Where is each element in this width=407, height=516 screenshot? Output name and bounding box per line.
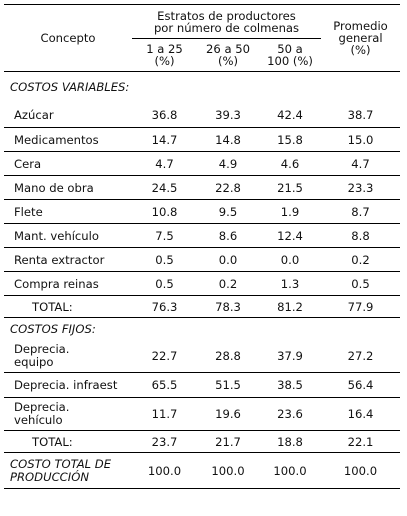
- row-value: 12.4: [259, 223, 322, 248]
- table-row-total-fijos: TOTAL: 23.7 21.7 18.8 22.1: [4, 430, 401, 453]
- row-value: 27.2: [321, 339, 401, 373]
- total-value: 76.3: [132, 295, 197, 318]
- section-costos-variables: COSTOS VARIABLES:: [10, 80, 130, 95]
- row-value: 4.9: [197, 151, 259, 176]
- row-value: 23.6: [259, 397, 322, 431]
- table-row: Azúcar 36.8 39.3 42.4 38.7: [4, 103, 401, 128]
- row-label: Deprecia. vehículo: [4, 397, 132, 431]
- row-value: 9.5: [197, 199, 259, 224]
- table-row-costo-total: COSTO TOTAL DE PRODUCCIÓN 100.0 100.0 10…: [4, 452, 401, 489]
- table-row: Deprecia. equipo 22.7 28.8 37.9 27.2: [4, 339, 401, 373]
- row-value: 11.7: [132, 397, 197, 431]
- row-label: Deprecia. infraest: [4, 372, 132, 398]
- row-label: Mano de obra: [4, 175, 132, 200]
- table-row: Mano de obra 24.5 22.8 21.5 23.3: [4, 175, 401, 200]
- row-label: Medicamentos: [4, 127, 132, 152]
- row-value: 56.4: [321, 372, 401, 398]
- total-value: 77.9: [321, 295, 401, 318]
- row-value: 7.5: [132, 223, 197, 248]
- row-value: 19.6: [197, 397, 259, 431]
- row-value: 0.2: [321, 247, 401, 272]
- cost-table: Concepto Estratos de productores por núm…: [4, 4, 401, 489]
- costo-total-value: 100.0: [259, 452, 322, 489]
- row-value: 51.5: [197, 372, 259, 398]
- row-value: 10.8: [132, 199, 197, 224]
- table-row: Medicamentos 14.7 14.8 15.8 15.0: [4, 127, 401, 152]
- total-label: TOTAL:: [4, 430, 132, 453]
- row-value: 39.3: [197, 103, 259, 128]
- row-value: 42.4: [259, 103, 322, 128]
- header-promedio: Promedio general (%): [321, 4, 401, 72]
- header-col1: 1 a 25 (%): [132, 38, 197, 72]
- row-value: 1.9: [259, 199, 322, 224]
- table-row: Cera 4.7 4.9 4.6 4.7: [4, 151, 401, 176]
- row-value: 65.5: [132, 372, 197, 398]
- table-row-total-variables: TOTAL: 76.3 78.3 81.2 77.9: [4, 295, 401, 318]
- row-value: 14.7: [132, 127, 197, 152]
- total-value: 78.3: [197, 295, 259, 318]
- row-label: Renta extractor: [4, 247, 132, 272]
- row-value: 4.6: [259, 151, 322, 176]
- row-label: Azúcar: [4, 103, 132, 128]
- header-col2: 26 a 50 (%): [197, 38, 259, 72]
- header-estratos: Estratos de productores por número de co…: [132, 4, 322, 39]
- row-label: Flete: [4, 199, 132, 224]
- row-value: 8.7: [321, 199, 401, 224]
- row-value: 15.0: [321, 127, 401, 152]
- row-value: 15.8: [259, 127, 322, 152]
- costo-total-value: 100.0: [321, 452, 401, 489]
- row-value: 37.9: [259, 339, 322, 373]
- row-value: 0.0: [259, 247, 322, 272]
- row-value: 16.4: [321, 397, 401, 431]
- row-value: 0.5: [132, 271, 197, 296]
- row-value: 8.8: [321, 223, 401, 248]
- row-value: 38.7: [321, 103, 401, 128]
- row-value: 24.5: [132, 175, 197, 200]
- row-value: 22.7: [132, 339, 197, 373]
- row-label: Deprecia. equipo: [4, 339, 132, 373]
- row-value: 4.7: [132, 151, 197, 176]
- table-row: Compra reinas 0.5 0.2 1.3 0.5: [4, 271, 401, 296]
- table-row: Flete 10.8 9.5 1.9 8.7: [4, 199, 401, 224]
- total-value: 21.7: [197, 430, 259, 453]
- table-row: Mant. vehículo 7.5 8.6 12.4 8.8: [4, 223, 401, 248]
- row-value: 8.6: [197, 223, 259, 248]
- total-label: TOTAL:: [4, 295, 132, 318]
- row-value: 0.0: [197, 247, 259, 272]
- table-row: Renta extractor 0.5 0.0 0.0 0.2: [4, 247, 401, 272]
- row-value: 1.3: [259, 271, 322, 296]
- row-value: 38.5: [259, 372, 322, 398]
- costo-total-label: COSTO TOTAL DE PRODUCCIÓN: [4, 452, 132, 489]
- row-value: 14.8: [197, 127, 259, 152]
- costo-total-value: 100.0: [197, 452, 259, 489]
- row-value: 23.3: [321, 175, 401, 200]
- table-row: Deprecia. vehículo 11.7 19.6 23.6 16.4: [4, 397, 401, 431]
- total-value: 22.1: [321, 430, 401, 453]
- row-value: 36.8: [132, 103, 197, 128]
- header-concepto: Concepto: [4, 4, 132, 72]
- row-value: 28.8: [197, 339, 259, 373]
- row-value: 4.7: [321, 151, 401, 176]
- total-value: 23.7: [132, 430, 197, 453]
- row-value: 22.8: [197, 175, 259, 200]
- row-value: 0.5: [132, 247, 197, 272]
- row-value: 0.2: [197, 271, 259, 296]
- table-row: Deprecia. infraest 65.5 51.5 38.5 56.4: [4, 372, 401, 398]
- row-value: 21.5: [259, 175, 322, 200]
- row-label: Compra reinas: [4, 271, 132, 296]
- costo-total-value: 100.0: [132, 452, 197, 489]
- total-value: 18.8: [259, 430, 322, 453]
- row-label: Cera: [4, 151, 132, 176]
- section-costos-fijos: COSTOS FIJOS:: [10, 321, 96, 336]
- row-label: Mant. vehículo: [4, 223, 132, 248]
- header-col3: 50 a 100 (%): [259, 38, 322, 72]
- row-value: 0.5: [321, 271, 401, 296]
- total-value: 81.2: [259, 295, 322, 318]
